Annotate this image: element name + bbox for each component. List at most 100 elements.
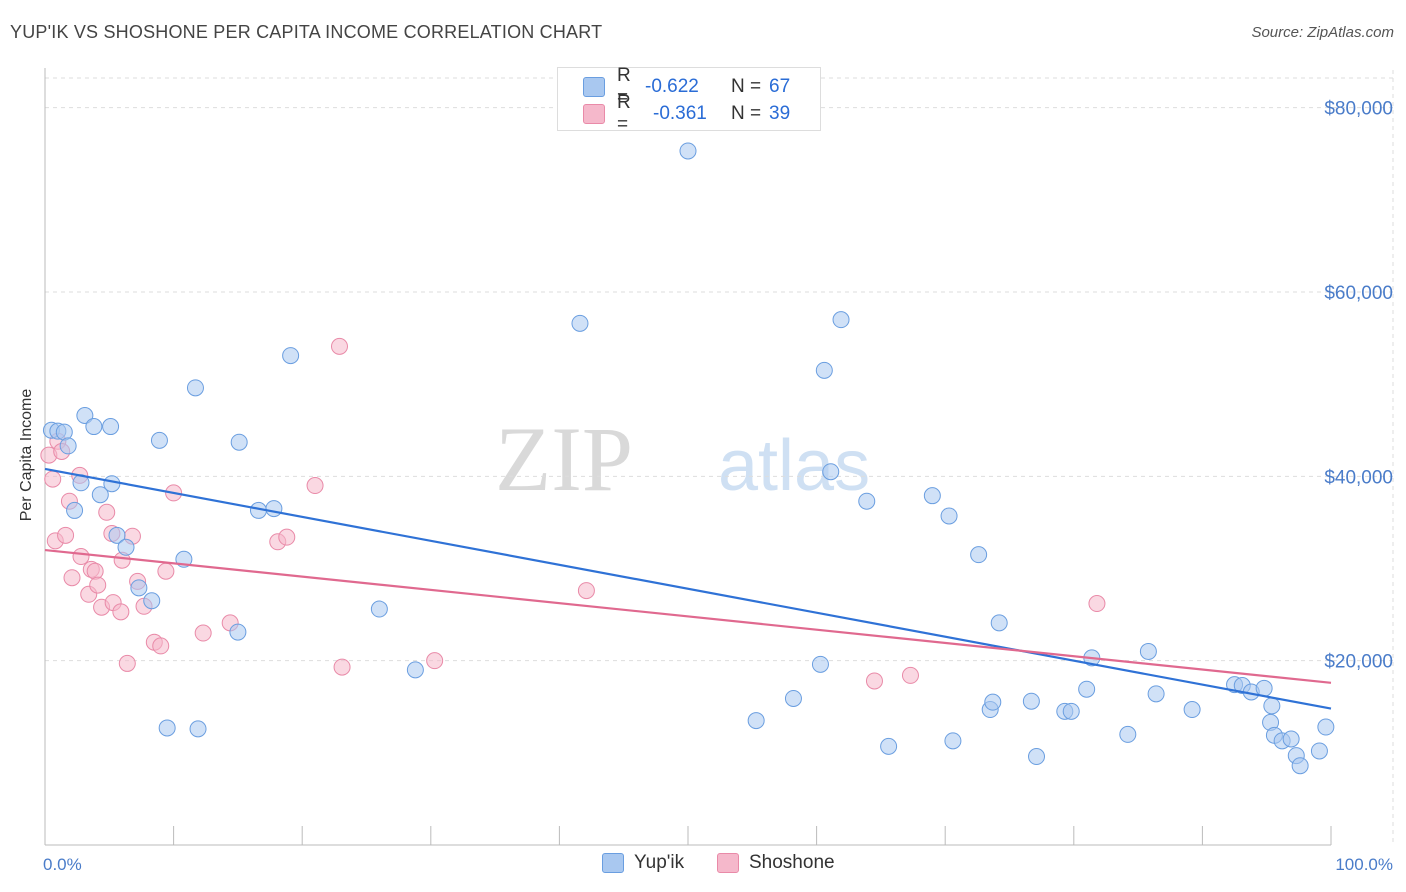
shoshone-point [865, 672, 883, 690]
yupik-point [1317, 718, 1335, 736]
yupik-point [59, 437, 77, 455]
legend-n-label: N = [731, 76, 762, 97]
yupik-point [679, 142, 697, 160]
legend-r-value: -0.622 [645, 76, 699, 97]
yupik-point [265, 500, 283, 518]
correlation-legend: R = -0.622 N = 67 R = -0.361 N = 39 [557, 65, 821, 135]
yupik-point [117, 538, 135, 556]
yupik-point [944, 732, 962, 750]
yupik-point [940, 507, 958, 525]
yupik-point [1255, 679, 1273, 697]
series-legend-yupik: Yup'ik [602, 852, 684, 874]
shoshone-point [152, 637, 170, 655]
yupik-point [370, 600, 388, 618]
yupik-point [1022, 692, 1040, 710]
yupik-point [85, 418, 103, 436]
yupik-point [189, 720, 207, 738]
yupik-point [1263, 697, 1281, 715]
yupik-point [1310, 742, 1328, 760]
shoshone-trend-line [44, 548, 1332, 684]
y-tick-label: $20,000 [1324, 652, 1393, 673]
yupik-point [984, 693, 1002, 711]
shoshone-point [86, 562, 104, 580]
series-yupik-points [42, 142, 1335, 775]
legend-row-yupik: R = -0.622 N = 67 [558, 65, 791, 108]
yupik-point [571, 314, 589, 332]
shoshone-point [426, 652, 444, 670]
shoshone-point [72, 548, 90, 566]
shoshone-point [157, 562, 175, 580]
series-legend-shoshone: Shoshone [717, 852, 835, 874]
watermark: ZIP atlas [495, 408, 870, 510]
yupik-point [150, 431, 168, 449]
grid-lines [45, 70, 1394, 845]
watermark-zip: ZIP [495, 408, 633, 510]
shoshone-point [112, 603, 130, 621]
yupik-point [923, 487, 941, 505]
shoshone-point [901, 666, 919, 684]
legend-r-value: -0.361 [653, 103, 707, 124]
shoshone-point [118, 654, 136, 672]
legend-r-label: R = [617, 65, 631, 108]
yupik-point [229, 623, 247, 641]
yupik-point [103, 475, 121, 493]
legend-n-value: 67 [769, 76, 791, 97]
x-tick-labels: 0.0% 100.0% [43, 855, 1393, 874]
shoshone-point [98, 503, 116, 521]
shoshone-point [577, 582, 595, 600]
shoshone-point [44, 470, 62, 488]
series-swatch-shoshone [717, 853, 739, 873]
series-swatch-yupik [602, 853, 624, 873]
yupik-point [815, 361, 833, 379]
yupik-point [1139, 642, 1157, 660]
yupik-point [76, 406, 94, 424]
yupik-point [990, 614, 1008, 632]
yupik-point [282, 347, 300, 365]
yupik-point [784, 689, 802, 707]
yupik-point [158, 719, 176, 737]
yupik-point [832, 311, 850, 329]
shoshone-point [330, 337, 348, 355]
shoshone-point [333, 658, 351, 676]
yupik-point [406, 661, 424, 679]
yupik-point [1028, 748, 1046, 766]
watermark-atlas: atlas [718, 426, 870, 506]
legend-swatch-yupik [583, 77, 605, 97]
yupik-point [858, 492, 876, 510]
yupik-point [1291, 757, 1309, 775]
series-shoshone-points [40, 337, 1106, 690]
yupik-point [1183, 701, 1201, 719]
shoshone-point [89, 576, 107, 594]
yupik-point [1062, 702, 1080, 720]
shoshone-point [194, 624, 212, 642]
yupik-point [822, 463, 840, 481]
yupik-point [1282, 730, 1300, 748]
series-legend: Yup'ik Shoshone [0, 852, 1406, 878]
y-tick-label: $80,000 [1324, 99, 1393, 120]
legend-row-shoshone: R = -0.361 N = 39 [558, 92, 791, 135]
yupik-point [880, 737, 898, 755]
y-tick-label: $60,000 [1324, 283, 1393, 304]
shoshone-point [63, 569, 81, 587]
trend-lines [44, 467, 1332, 710]
yupik-point [102, 418, 120, 436]
yupik-point [747, 712, 765, 730]
yupik-point [108, 526, 126, 544]
yupik-point [811, 655, 829, 673]
y-tick-label: $40,000 [1324, 467, 1393, 488]
yupik-point [143, 592, 161, 610]
yupik-point [1119, 725, 1137, 743]
yupik-point [1078, 680, 1096, 698]
y-tick-labels: $20,000 $40,000 $60,000 $80,000 [1324, 99, 1393, 673]
yupik-point [1147, 685, 1165, 703]
source-label: Source: ZipAtlas.com [1251, 24, 1394, 41]
legend-n-label: N = [731, 103, 762, 124]
legend-swatch-shoshone [583, 104, 605, 124]
yupik-point [66, 501, 84, 519]
legend-r-label: R = [617, 92, 631, 135]
yupik-trend-line [44, 467, 1332, 710]
x-tick-label: 0.0% [43, 855, 82, 874]
yupik-point [130, 579, 148, 597]
legend-n-value: 39 [769, 103, 791, 124]
